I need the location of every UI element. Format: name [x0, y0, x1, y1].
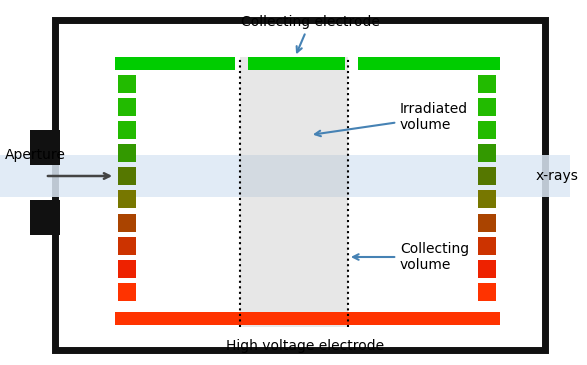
- Bar: [478, 214, 496, 232]
- Text: Aperture: Aperture: [5, 148, 66, 162]
- Bar: [478, 121, 496, 139]
- Bar: [118, 237, 136, 255]
- Text: Collecting electrode: Collecting electrode: [241, 15, 379, 52]
- Text: x-rays: x-rays: [535, 169, 578, 183]
- Bar: [478, 237, 496, 255]
- Bar: [478, 260, 496, 278]
- Text: Irradiated
volume: Irradiated volume: [315, 102, 468, 136]
- Bar: [240, 57, 348, 327]
- Bar: [30, 130, 60, 165]
- Bar: [248, 57, 345, 70]
- Bar: [118, 214, 136, 232]
- Bar: [118, 75, 136, 93]
- Bar: [118, 121, 136, 139]
- Bar: [55, 20, 545, 350]
- Bar: [118, 190, 136, 208]
- Bar: [118, 260, 136, 278]
- Bar: [115, 312, 500, 325]
- Bar: [0, 155, 570, 197]
- Bar: [118, 167, 136, 185]
- Text: Collecting
volume: Collecting volume: [353, 242, 469, 272]
- Bar: [118, 144, 136, 162]
- Bar: [115, 57, 235, 70]
- Text: High voltage electrode: High voltage electrode: [226, 339, 384, 353]
- Bar: [358, 57, 500, 70]
- Bar: [118, 283, 136, 301]
- Bar: [30, 200, 60, 235]
- Bar: [478, 98, 496, 116]
- Bar: [478, 190, 496, 208]
- Bar: [478, 283, 496, 301]
- Bar: [118, 98, 136, 116]
- Bar: [478, 75, 496, 93]
- Bar: [478, 144, 496, 162]
- Bar: [478, 167, 496, 185]
